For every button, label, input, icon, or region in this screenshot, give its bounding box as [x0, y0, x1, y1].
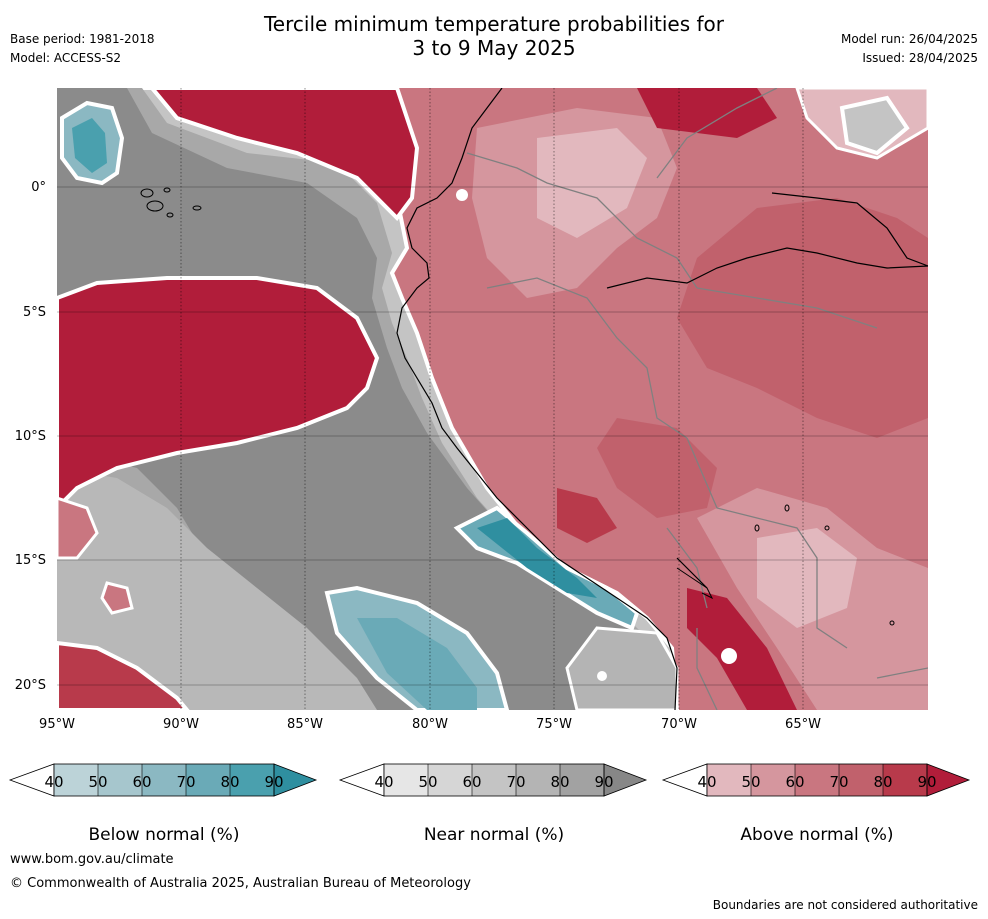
west-ocean-above [57, 276, 380, 511]
colorbar-above-50 [751, 764, 795, 796]
lat-label-20s: 20°S [14, 678, 46, 693]
colorbar-below-60 [142, 764, 186, 796]
website-link[interactable]: www.bom.gov.au/climate [10, 852, 174, 867]
colorbar-near [338, 763, 648, 797]
probability-map [57, 88, 928, 710]
lon-label-80w: 80°W [412, 717, 448, 732]
altiplano-above-90 [687, 588, 797, 710]
se-land-above-40 [757, 528, 857, 628]
cb-above-tick-70: 70 [829, 773, 849, 791]
cb-below-tick-50: 50 [88, 773, 108, 791]
colorbar-above-40 [707, 764, 751, 796]
model-run: Model run: 26/04/2025 [840, 32, 978, 46]
cb-above-title: Above normal (%) [740, 825, 894, 845]
colorbar-near-50 [428, 764, 472, 796]
cb-near-tick-60: 60 [462, 773, 482, 791]
cb-below-tick-90: 90 [264, 773, 284, 791]
lat-label-15s: 15°S [14, 553, 46, 568]
colorbar-above [661, 763, 971, 797]
cb-near-tick-50: 50 [418, 773, 438, 791]
coastal-below-core [477, 518, 597, 598]
colorbar-below-70 [186, 764, 230, 796]
meta-left: Base period: 1981-2018 Model: ACCESS-S2 [10, 30, 155, 68]
cb-above-tick-40: 40 [697, 773, 717, 791]
colorbar-near-60 [472, 764, 516, 796]
model-name: Model: ACCESS-S2 [10, 51, 122, 65]
lon-label-95w: 95°W [39, 717, 75, 732]
cb-near-tick-90: 90 [594, 773, 614, 791]
colorbar-above-70 [839, 764, 883, 796]
cb-above-tick-80: 80 [873, 773, 893, 791]
base-period: Base period: 1981-2018 [10, 32, 155, 46]
cb-near-tick-40: 40 [374, 773, 394, 791]
copyright-text: © Commonwealth of Australia 2025, Austra… [10, 876, 471, 891]
country-boundaries [466, 88, 928, 710]
cb-below-tick-80: 80 [220, 773, 240, 791]
galapagos-islands [140, 187, 202, 218]
s-coast-near [565, 626, 679, 710]
cb-above-tick-90: 90 [917, 773, 937, 791]
lat-label-10s: 10°S [14, 429, 46, 444]
colorbar-above-60 [795, 764, 839, 796]
lon-label-85w: 85°W [287, 717, 323, 732]
issued-date: Issued: 28/04/2025 [862, 51, 978, 65]
meta-right: Model run: 26/04/2025 Issued: 28/04/2025 [841, 30, 978, 68]
colorbar-near-40 [384, 764, 428, 796]
ne-near-patch [839, 95, 910, 156]
parallels [57, 186, 928, 686]
title-line-2: 3 to 9 May 2025 [412, 36, 576, 60]
lon-label-75w: 75°W [536, 717, 572, 732]
title-line-1: Tercile minimum temperature probabilitie… [263, 12, 725, 36]
lon-label-70w: 70°W [661, 717, 697, 732]
colorbar-near-70 [516, 764, 560, 796]
nw-below-core [72, 118, 107, 173]
cb-near-tick-70: 70 [506, 773, 526, 791]
colorbar-above-80 [883, 764, 927, 796]
cb-below-tick-60: 60 [132, 773, 152, 791]
colorbar-below-40 [54, 764, 98, 796]
colorbar-near-80 [560, 764, 604, 796]
hole-1 [456, 189, 468, 201]
ocean-near-south [57, 468, 377, 710]
coastline [396, 88, 928, 710]
land-above-40 [537, 128, 647, 238]
chart-title: Tercile minimum temperature probabilitie… [0, 12, 988, 60]
cb-near-tick-80: 80 [550, 773, 570, 791]
cb-below-title: Below normal (%) [88, 825, 240, 845]
w-ocean-above-spot [100, 581, 134, 615]
land-above-70 [677, 198, 928, 438]
n-land-above-90 [637, 88, 777, 138]
lakes [676, 504, 895, 626]
hole-3 [597, 671, 607, 681]
land-above-70b [597, 418, 717, 518]
lat-label-5s: 5°S [22, 305, 46, 320]
colorbar-below-80 [230, 764, 274, 796]
cb-above-tick-50: 50 [741, 773, 761, 791]
cb-near-title: Near normal (%) [423, 825, 565, 845]
lat-label-0: 0° [31, 180, 46, 195]
s-ocean-below-core [357, 618, 477, 710]
meridians [180, 88, 804, 710]
land-above-80b [557, 488, 617, 543]
sw-ocean-above [57, 640, 190, 710]
cb-below-tick-70: 70 [176, 773, 196, 791]
colorbar-below [8, 763, 318, 797]
north-ocean-above [149, 88, 420, 222]
colorbar-below-50 [98, 764, 142, 796]
hole-2 [721, 648, 737, 664]
lon-label-65w: 65°W [785, 717, 821, 732]
cb-below-tick-40: 40 [44, 773, 64, 791]
cb-above-tick-60: 60 [785, 773, 805, 791]
w-ocean-above-small [57, 496, 99, 560]
lon-label-90w: 90°W [163, 717, 199, 732]
disclaimer-text: Boundaries are not considered authoritat… [712, 898, 978, 912]
